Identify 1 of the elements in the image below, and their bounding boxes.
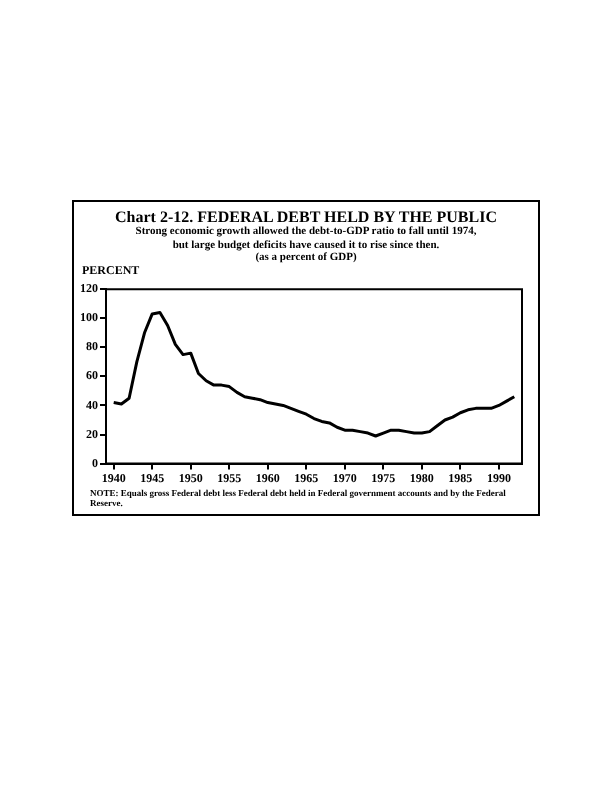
chart-title: Chart 2-12. FEDERAL DEBT HELD BY THE PUBLIC: [113, 208, 499, 226]
